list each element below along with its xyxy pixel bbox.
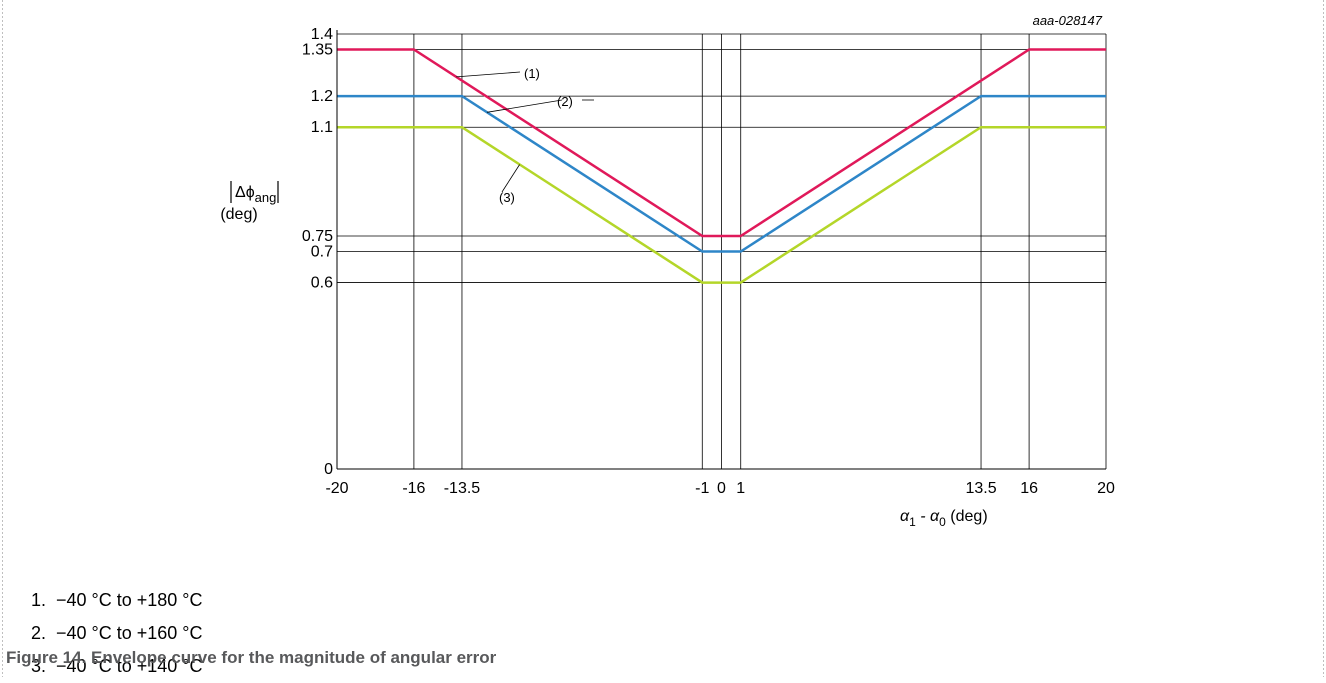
x-tick-label: 0: [717, 480, 726, 497]
series-callout-label: (1): [524, 66, 540, 81]
svg-text:Δϕang: Δϕang: [235, 184, 276, 205]
axes: [336, 30, 1106, 470]
series-line-2: [337, 94, 1106, 253]
x-tick-label: -1: [695, 480, 709, 497]
figure-caption: Figure 14. Envelope curve for the magnit…: [6, 648, 497, 667]
note-item: 2. −40 °C to +160 °C: [30, 623, 203, 643]
series-line-1: [337, 48, 1106, 238]
y-tick-label: 0.7: [311, 244, 333, 261]
y-tick-label: 1.4: [311, 26, 333, 43]
series-callout-label: (2): [557, 94, 573, 109]
note-item: 3. −40 °C to +140 °C: [30, 656, 203, 676]
svg-text:(deg): (deg): [220, 206, 257, 223]
series-lines: [337, 48, 1106, 284]
y-tick-label: 1.2: [311, 88, 333, 105]
note-item: 1. −40 °C to +180 °C: [30, 590, 203, 610]
x-tick-label: 13.5: [965, 480, 996, 497]
x-tick-label: 1: [736, 480, 745, 497]
series-callouts: (1) (2) (3): [456, 66, 594, 205]
y-tick-label: 1.35: [302, 42, 333, 59]
y-tick-label: 0.75: [302, 228, 333, 245]
x-tick-label: 16: [1020, 480, 1038, 497]
y-tick-label: 0: [324, 461, 333, 478]
callout-leader: [456, 71, 521, 78]
x-tick-label: 20: [1097, 480, 1115, 497]
tick-labels: 00.60.70.751.11.21.351.4-20 -16 -13.5 -1 0 1 1…: [302, 26, 1115, 497]
x-tick-label: -20: [325, 480, 348, 497]
series-callout-label: (3): [499, 190, 515, 205]
x-tick-label: -13.5: [444, 480, 481, 497]
callout-leader: [486, 99, 563, 113]
x-tick-label: -16: [402, 480, 425, 497]
y-axis-label: Δϕang (deg): [220, 181, 279, 223]
series-line-3: [337, 125, 1106, 284]
y-tick-label: 0.6: [311, 275, 333, 292]
x-axis-label: α1 - α0 (deg): [900, 508, 988, 529]
y-tick-label: 1.1: [311, 119, 333, 136]
figure-id-label: aaa-028147: [1033, 13, 1103, 28]
notes-list: 1. −40 °C to +180 °C 2. −40 °C to +160 °C …: [22, 584, 203, 683]
callout-leader: [501, 164, 520, 193]
